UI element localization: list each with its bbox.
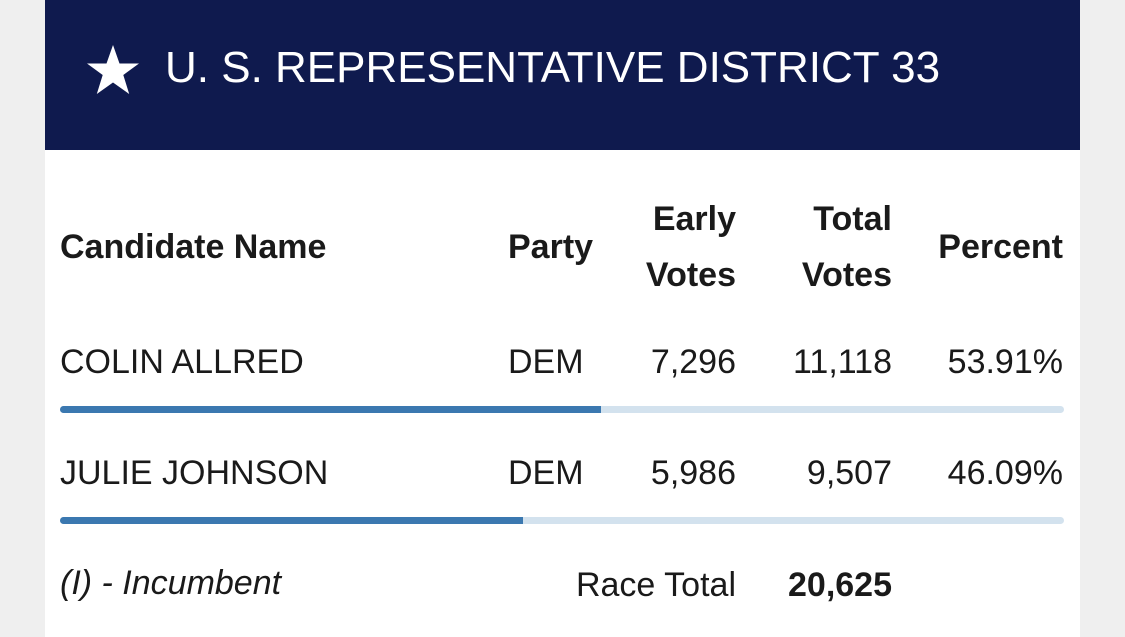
total-votes: 9,507 [806,454,892,492]
race-title: U. S. REPRESENTATIVE DISTRICT 33 [165,43,941,92]
party: DEM [508,343,584,381]
percent-bar-track [60,517,1064,524]
early-votes: 5,986 [650,454,736,492]
star-icon [87,45,139,94]
race-card: U. S. REPRESENTATIVE DISTRICT 33 Candida… [45,0,1080,637]
percent-bar [60,406,602,413]
candidate-name: COLIN ALLRED [60,343,304,381]
percent-bar-track [60,406,1064,413]
incumbent-note: (I) - Incumbent [60,564,282,602]
percent: 46.09% [947,454,1063,492]
race-total: 20,625 [788,566,892,604]
column-header: Candidate Name [60,228,327,266]
party: DEM [508,454,584,492]
column-header: Percent [938,228,1063,266]
total-votes: 11,118 [793,343,892,381]
early-votes: 7,296 [650,343,736,381]
race-header: U. S. REPRESENTATIVE DISTRICT 33 [45,0,1080,150]
percent: 53.91% [947,343,1063,381]
column-header: Early [652,200,736,238]
column-header: Party [508,228,594,266]
column-header: Votes [645,256,736,294]
column-header: Total [813,200,892,238]
race-total-label: Race Total [575,566,736,604]
percent-bar [60,517,523,524]
candidate-name: JULIE JOHNSON [60,454,329,492]
column-header: Votes [801,256,892,294]
